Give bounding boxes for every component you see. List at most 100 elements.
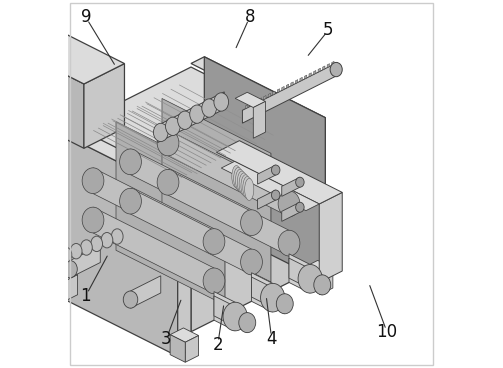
Ellipse shape	[203, 229, 225, 254]
Polygon shape	[162, 99, 271, 282]
Polygon shape	[70, 67, 312, 189]
Ellipse shape	[91, 236, 103, 252]
Ellipse shape	[239, 312, 256, 333]
Polygon shape	[282, 202, 300, 222]
Polygon shape	[304, 75, 307, 79]
Ellipse shape	[237, 171, 246, 193]
Ellipse shape	[203, 268, 225, 294]
Ellipse shape	[261, 283, 285, 312]
Polygon shape	[191, 57, 325, 124]
Polygon shape	[242, 63, 336, 123]
Ellipse shape	[63, 261, 77, 278]
Polygon shape	[70, 128, 191, 332]
Ellipse shape	[272, 165, 280, 175]
Polygon shape	[178, 185, 191, 356]
Polygon shape	[204, 57, 325, 282]
Polygon shape	[322, 66, 325, 70]
Polygon shape	[289, 258, 322, 295]
Ellipse shape	[240, 210, 263, 236]
Polygon shape	[185, 336, 199, 362]
Ellipse shape	[232, 166, 241, 188]
Polygon shape	[24, 33, 124, 84]
Polygon shape	[70, 245, 100, 278]
Ellipse shape	[240, 249, 263, 275]
Polygon shape	[312, 118, 325, 289]
Polygon shape	[116, 121, 225, 305]
Text: 1: 1	[80, 287, 91, 305]
Polygon shape	[309, 73, 311, 77]
Ellipse shape	[278, 191, 300, 217]
Text: 10: 10	[377, 323, 398, 342]
Polygon shape	[57, 131, 178, 356]
Polygon shape	[266, 153, 271, 284]
Polygon shape	[130, 276, 161, 308]
Polygon shape	[313, 70, 316, 75]
Ellipse shape	[157, 169, 179, 195]
Polygon shape	[49, 274, 64, 301]
Polygon shape	[252, 273, 273, 312]
Polygon shape	[282, 86, 284, 91]
Polygon shape	[168, 169, 289, 256]
Ellipse shape	[233, 167, 243, 190]
Polygon shape	[319, 192, 342, 283]
Ellipse shape	[190, 105, 204, 123]
Polygon shape	[258, 165, 276, 184]
Polygon shape	[235, 92, 266, 107]
Polygon shape	[84, 64, 124, 148]
Polygon shape	[220, 176, 225, 308]
Polygon shape	[93, 207, 214, 294]
Polygon shape	[130, 188, 252, 275]
Polygon shape	[273, 91, 275, 95]
Ellipse shape	[235, 169, 244, 191]
Polygon shape	[214, 291, 235, 331]
Polygon shape	[191, 128, 312, 332]
Polygon shape	[216, 141, 342, 204]
Ellipse shape	[165, 117, 180, 135]
Polygon shape	[254, 102, 266, 138]
Text: 8: 8	[244, 8, 255, 26]
Polygon shape	[289, 254, 310, 293]
Ellipse shape	[202, 99, 216, 117]
Polygon shape	[170, 328, 199, 342]
Ellipse shape	[80, 240, 92, 255]
Ellipse shape	[153, 123, 168, 142]
Ellipse shape	[223, 302, 247, 331]
Ellipse shape	[120, 149, 141, 175]
Ellipse shape	[82, 168, 104, 194]
Ellipse shape	[120, 188, 141, 214]
Polygon shape	[93, 168, 214, 254]
Polygon shape	[327, 64, 329, 68]
Polygon shape	[319, 268, 333, 295]
Polygon shape	[245, 105, 248, 109]
Ellipse shape	[296, 177, 304, 187]
Ellipse shape	[239, 173, 248, 195]
Polygon shape	[158, 92, 224, 142]
Polygon shape	[170, 335, 185, 362]
Ellipse shape	[330, 63, 342, 77]
Polygon shape	[130, 149, 252, 236]
Ellipse shape	[101, 233, 113, 248]
Ellipse shape	[272, 190, 280, 200]
Polygon shape	[331, 61, 334, 66]
Polygon shape	[282, 177, 300, 197]
Polygon shape	[259, 98, 262, 102]
Ellipse shape	[244, 178, 254, 201]
Polygon shape	[250, 102, 253, 106]
Ellipse shape	[82, 207, 104, 233]
Ellipse shape	[50, 251, 61, 266]
Polygon shape	[64, 275, 77, 301]
Ellipse shape	[296, 202, 304, 212]
Ellipse shape	[278, 230, 300, 256]
Ellipse shape	[314, 275, 331, 295]
Ellipse shape	[214, 93, 228, 111]
Text: 3: 3	[161, 330, 172, 348]
Ellipse shape	[178, 111, 192, 130]
Polygon shape	[258, 190, 276, 209]
Text: 2: 2	[212, 336, 223, 354]
Polygon shape	[49, 267, 77, 282]
Polygon shape	[291, 82, 293, 86]
Polygon shape	[199, 207, 212, 234]
Ellipse shape	[157, 130, 179, 156]
Ellipse shape	[241, 175, 250, 197]
Ellipse shape	[276, 294, 293, 314]
